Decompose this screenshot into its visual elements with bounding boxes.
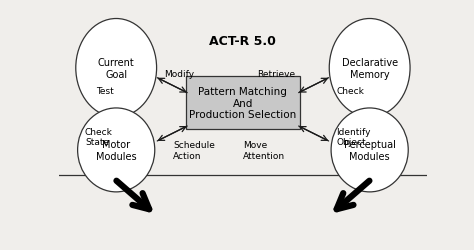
Text: Schedule
Action: Schedule Action xyxy=(173,141,215,160)
Text: Perceptual
Modules: Perceptual Modules xyxy=(344,140,396,161)
Ellipse shape xyxy=(76,20,156,117)
Text: Declarative
Memory: Declarative Memory xyxy=(342,58,398,79)
Text: Motor
Modules: Motor Modules xyxy=(96,140,137,161)
Ellipse shape xyxy=(329,20,410,117)
Text: Current
Goal: Current Goal xyxy=(98,58,135,79)
Bar xyxy=(186,77,300,129)
Text: Retrieve: Retrieve xyxy=(258,70,296,79)
Text: ACT-R 5.0: ACT-R 5.0 xyxy=(210,35,276,48)
Ellipse shape xyxy=(78,108,155,192)
Text: Test: Test xyxy=(96,86,114,95)
Ellipse shape xyxy=(331,108,408,192)
Text: Move
Attention: Move Attention xyxy=(243,141,285,160)
Text: Modify: Modify xyxy=(164,70,194,79)
Text: Pattern Matching
And
Production Selection: Pattern Matching And Production Selectio… xyxy=(189,86,297,120)
Text: Check: Check xyxy=(337,86,365,95)
Text: Identify
Object: Identify Object xyxy=(337,127,371,146)
Text: Check
State: Check State xyxy=(85,127,113,146)
